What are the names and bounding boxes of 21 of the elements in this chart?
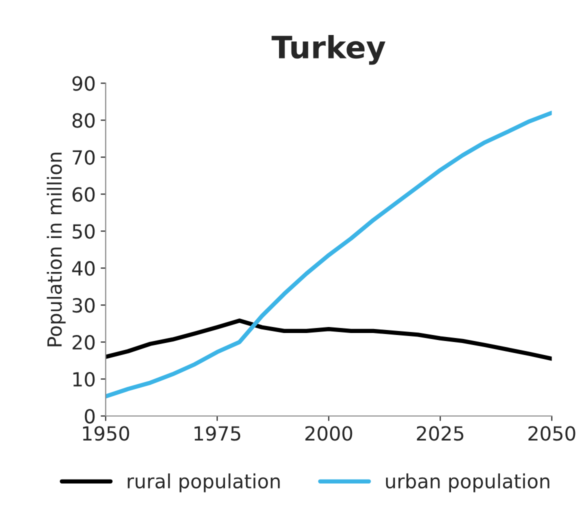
- legend-label: rural population: [128, 473, 280, 492]
- y-tick-label: 0: [84, 408, 95, 424]
- chart-title: Turkey: [272, 34, 386, 65]
- line-series: [106, 110, 552, 398]
- y-tick-label: 40: [72, 261, 95, 276]
- y-tick-label: 30: [72, 298, 95, 313]
- legend-label: urban population: [386, 473, 550, 492]
- y-tick-label: 10: [73, 372, 95, 387]
- x-tick-label: 1975: [194, 426, 240, 441]
- y-tick-label: 90: [72, 76, 95, 91]
- y-tick-label: 70: [72, 150, 95, 165]
- y-tick-label: 20: [72, 335, 95, 350]
- y-tick-label: 80: [72, 113, 95, 128]
- y-axis-title: Population in million: [46, 152, 66, 346]
- line-series: [106, 318, 552, 361]
- x-tick-label: 1950: [83, 426, 130, 441]
- x-tick-label: 2025: [416, 426, 464, 441]
- x-tick-label: 2050: [528, 426, 576, 441]
- y-tick-label: 50: [72, 224, 95, 239]
- y-tick-label: 60: [72, 187, 95, 202]
- x-tick-label: 2000: [305, 426, 352, 441]
